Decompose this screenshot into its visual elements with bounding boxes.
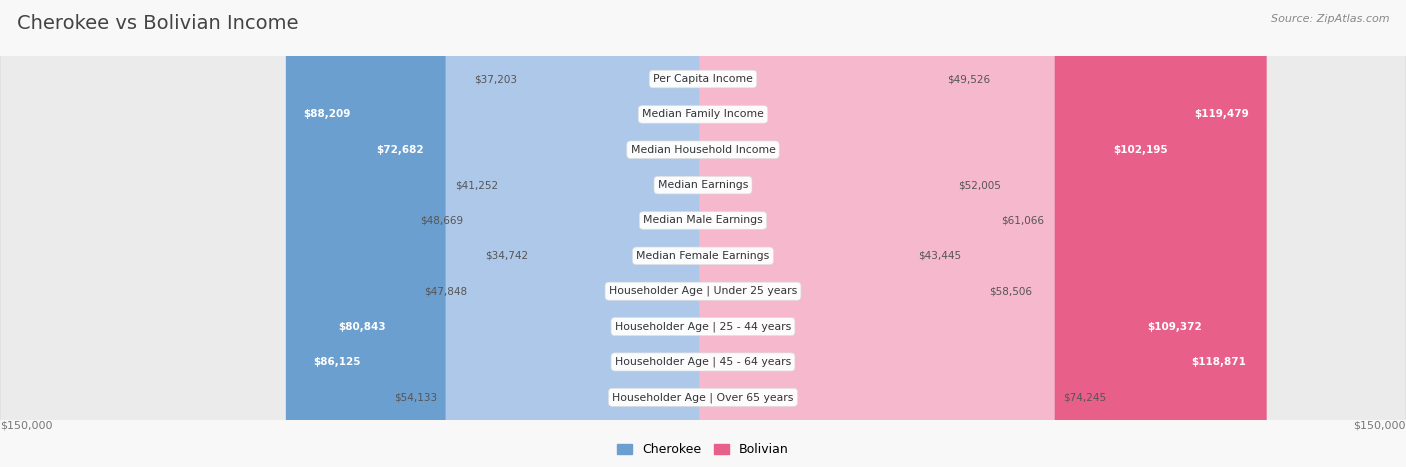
FancyBboxPatch shape bbox=[699, 0, 910, 467]
FancyBboxPatch shape bbox=[285, 0, 707, 467]
FancyBboxPatch shape bbox=[699, 0, 1264, 467]
FancyBboxPatch shape bbox=[321, 0, 707, 467]
Text: $49,526: $49,526 bbox=[946, 74, 990, 84]
Text: $61,066: $61,066 bbox=[1001, 215, 1043, 226]
Text: $150,000: $150,000 bbox=[0, 420, 52, 430]
FancyBboxPatch shape bbox=[506, 0, 707, 467]
FancyBboxPatch shape bbox=[699, 0, 950, 467]
FancyBboxPatch shape bbox=[699, 0, 939, 467]
FancyBboxPatch shape bbox=[699, 0, 981, 467]
Text: $37,203: $37,203 bbox=[474, 74, 517, 84]
FancyBboxPatch shape bbox=[446, 0, 707, 467]
Text: Median Family Income: Median Family Income bbox=[643, 109, 763, 120]
Text: $58,506: $58,506 bbox=[988, 286, 1032, 296]
Legend: Cherokee, Bolivian: Cherokee, Bolivian bbox=[612, 439, 794, 461]
Text: Householder Age | Under 25 years: Householder Age | Under 25 years bbox=[609, 286, 797, 297]
Text: $54,133: $54,133 bbox=[395, 392, 437, 402]
FancyBboxPatch shape bbox=[537, 0, 707, 467]
FancyBboxPatch shape bbox=[295, 0, 707, 467]
Text: $41,252: $41,252 bbox=[454, 180, 498, 190]
Text: Median Household Income: Median Household Income bbox=[630, 145, 776, 155]
Text: Householder Age | 45 - 64 years: Householder Age | 45 - 64 years bbox=[614, 357, 792, 367]
Text: $150,000: $150,000 bbox=[1354, 420, 1406, 430]
Text: Cherokee vs Bolivian Income: Cherokee vs Bolivian Income bbox=[17, 14, 298, 33]
Text: Householder Age | Over 65 years: Householder Age | Over 65 years bbox=[612, 392, 794, 403]
Text: Householder Age | 25 - 44 years: Householder Age | 25 - 44 years bbox=[614, 321, 792, 332]
FancyBboxPatch shape bbox=[471, 0, 707, 467]
Text: $48,669: $48,669 bbox=[420, 215, 463, 226]
Text: $43,445: $43,445 bbox=[918, 251, 962, 261]
Text: $86,125: $86,125 bbox=[314, 357, 361, 367]
Text: $34,742: $34,742 bbox=[485, 251, 529, 261]
Text: $52,005: $52,005 bbox=[959, 180, 1001, 190]
FancyBboxPatch shape bbox=[699, 0, 1267, 467]
Text: Per Capita Income: Per Capita Income bbox=[652, 74, 754, 84]
Text: $72,682: $72,682 bbox=[377, 145, 425, 155]
FancyBboxPatch shape bbox=[359, 0, 707, 467]
Text: $102,195: $102,195 bbox=[1114, 145, 1168, 155]
FancyBboxPatch shape bbox=[699, 0, 1054, 467]
Text: Source: ZipAtlas.com: Source: ZipAtlas.com bbox=[1271, 14, 1389, 24]
FancyBboxPatch shape bbox=[699, 0, 1185, 467]
FancyBboxPatch shape bbox=[699, 0, 1219, 467]
Text: $74,245: $74,245 bbox=[1063, 392, 1105, 402]
FancyBboxPatch shape bbox=[524, 0, 707, 467]
Text: $47,848: $47,848 bbox=[425, 286, 467, 296]
Text: Median Earnings: Median Earnings bbox=[658, 180, 748, 190]
FancyBboxPatch shape bbox=[699, 0, 993, 467]
Text: $88,209: $88,209 bbox=[304, 109, 352, 120]
Text: $119,479: $119,479 bbox=[1194, 109, 1249, 120]
Text: $109,372: $109,372 bbox=[1147, 322, 1202, 332]
Text: $118,871: $118,871 bbox=[1191, 357, 1246, 367]
Text: $80,843: $80,843 bbox=[339, 322, 385, 332]
Text: Median Male Earnings: Median Male Earnings bbox=[643, 215, 763, 226]
FancyBboxPatch shape bbox=[475, 0, 707, 467]
Text: Median Female Earnings: Median Female Earnings bbox=[637, 251, 769, 261]
